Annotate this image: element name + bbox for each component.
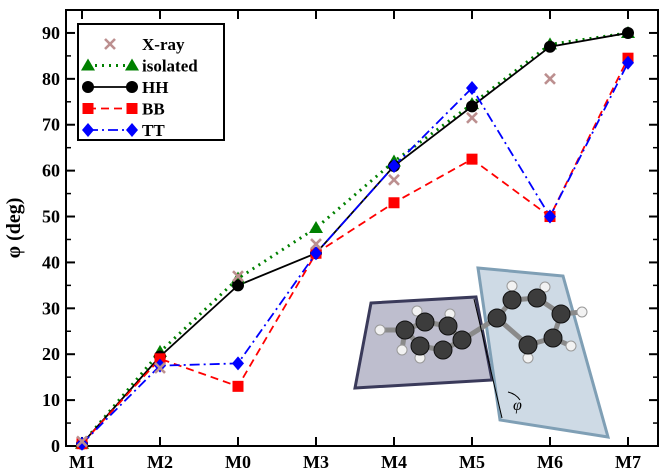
x-tick-label: M7 bbox=[615, 452, 641, 472]
data-point bbox=[466, 153, 478, 165]
data-point bbox=[232, 380, 244, 392]
y-tick-label: 60 bbox=[42, 161, 60, 181]
data-point bbox=[388, 159, 400, 174]
x-tick-label: M4 bbox=[381, 452, 407, 472]
data-point bbox=[309, 221, 323, 233]
data-point bbox=[622, 26, 634, 39]
x-tick-label: M1 bbox=[69, 452, 95, 472]
legend-marker bbox=[82, 103, 94, 114]
y-axis-title: φ (deg) bbox=[3, 198, 25, 259]
legend-box bbox=[77, 23, 225, 141]
data-point bbox=[388, 197, 400, 209]
hydrogen-atom bbox=[565, 340, 577, 352]
y-tick-label: 80 bbox=[42, 69, 60, 89]
data-point bbox=[466, 111, 478, 124]
carbon-atom bbox=[527, 288, 547, 308]
angle-label: φ bbox=[513, 397, 522, 414]
x-axis: M1 M2 M0 M3 M4 M5 M6 M7 bbox=[69, 10, 641, 472]
plot-area bbox=[65, 9, 659, 447]
legend-marker bbox=[81, 58, 95, 71]
data-point bbox=[544, 40, 556, 53]
series-line bbox=[80, 31, 629, 445]
data-point bbox=[310, 246, 322, 261]
molecule-inset: φ bbox=[353, 266, 611, 439]
carbon-atom bbox=[395, 320, 415, 340]
carbon-atom bbox=[502, 290, 522, 310]
hydrogen-atom bbox=[411, 305, 423, 317]
legend-label: BB bbox=[142, 100, 165, 119]
hydrogen-atom bbox=[396, 344, 408, 356]
legend-marker bbox=[104, 38, 116, 50]
legend-label: isolated bbox=[142, 57, 198, 76]
y-tick-label: 0 bbox=[51, 436, 60, 456]
x-tick-label: M6 bbox=[537, 452, 563, 472]
biphenyl-molecule bbox=[374, 280, 588, 364]
y-tick-label: 40 bbox=[42, 252, 60, 272]
legend-marker bbox=[82, 123, 94, 137]
y-tick-label: 90 bbox=[42, 23, 60, 43]
carbon-atom bbox=[452, 330, 472, 350]
carbon-atom bbox=[543, 328, 563, 348]
legend-marker bbox=[126, 103, 138, 114]
data-point bbox=[544, 72, 556, 85]
hydrogen-atom bbox=[506, 280, 518, 292]
carbon-atom bbox=[433, 340, 453, 360]
x-tick-label: M3 bbox=[303, 452, 329, 472]
data-point bbox=[232, 356, 244, 371]
y-tick-label: 70 bbox=[42, 115, 60, 135]
data-point bbox=[154, 362, 166, 374]
data-point bbox=[544, 209, 556, 224]
data-point bbox=[310, 238, 322, 250]
data-point bbox=[466, 100, 478, 113]
legend-marker bbox=[125, 58, 139, 71]
series-line bbox=[81, 57, 629, 445]
data-point bbox=[232, 279, 244, 292]
x-tick-label: M0 bbox=[225, 452, 251, 472]
legend-marker bbox=[82, 81, 94, 93]
data-point bbox=[622, 55, 634, 70]
data-point bbox=[466, 81, 478, 96]
series-layer bbox=[75, 25, 635, 451]
series-line bbox=[81, 62, 629, 445]
y-tick-label: 10 bbox=[42, 390, 60, 410]
legend-label: X-ray bbox=[142, 35, 185, 54]
y-tick-label: 20 bbox=[42, 344, 60, 364]
y-tick-label: 50 bbox=[42, 207, 60, 227]
x-tick-label: M5 bbox=[459, 452, 485, 472]
legend-label: TT bbox=[142, 121, 165, 140]
carbon-atom bbox=[415, 312, 435, 332]
legend: X-ray isolated HH BB TT bbox=[77, 23, 225, 141]
angle-arc bbox=[473, 298, 503, 419]
legend-marker bbox=[126, 123, 138, 137]
legend-marker bbox=[126, 81, 138, 93]
data-point bbox=[232, 270, 244, 283]
hydrogen-atom bbox=[539, 281, 551, 293]
carbon-atom bbox=[410, 336, 430, 356]
carbon-atom bbox=[438, 316, 458, 336]
hydrogen-atom bbox=[576, 306, 588, 318]
carbon-atom bbox=[551, 304, 571, 324]
legend-label: HH bbox=[142, 78, 168, 97]
y-axis: 0 10 20 30 40 50 60 70 80 90 bbox=[42, 23, 658, 456]
data-point bbox=[76, 435, 88, 448]
carbon-atom bbox=[487, 308, 507, 328]
hydrogen-atom bbox=[374, 324, 386, 336]
inset-front-plane bbox=[476, 266, 611, 439]
y-tick-label: 30 bbox=[42, 298, 60, 318]
data-point bbox=[388, 173, 400, 186]
plot-frame bbox=[65, 9, 659, 447]
x-tick-label: M2 bbox=[147, 452, 173, 472]
angle-arc-curve bbox=[507, 391, 521, 401]
carbon-atom bbox=[518, 335, 538, 355]
